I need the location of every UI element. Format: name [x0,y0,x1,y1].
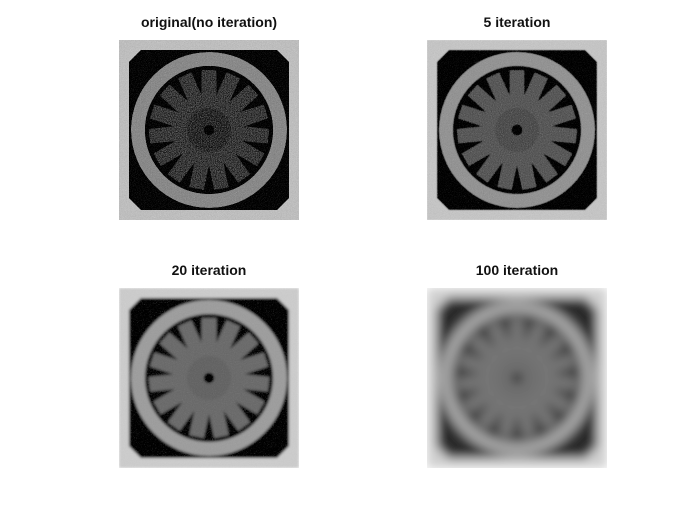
wheel-image [119,40,299,220]
panel-100-iteration: 100 iteration [427,262,607,468]
panel-original: original(no iteration) [119,14,299,220]
wheel-image [427,40,607,220]
wheel-image [119,288,299,468]
wheel-image [427,288,607,468]
panel-20-iteration: 20 iteration [119,262,299,468]
panel-title: 5 iteration [483,14,551,30]
panel-title: original(no iteration) [140,14,278,30]
panel-title: 100 iteration [475,262,559,278]
panel-5-iteration: 5 iteration [427,14,607,220]
panel-title: 20 iteration [171,262,247,278]
